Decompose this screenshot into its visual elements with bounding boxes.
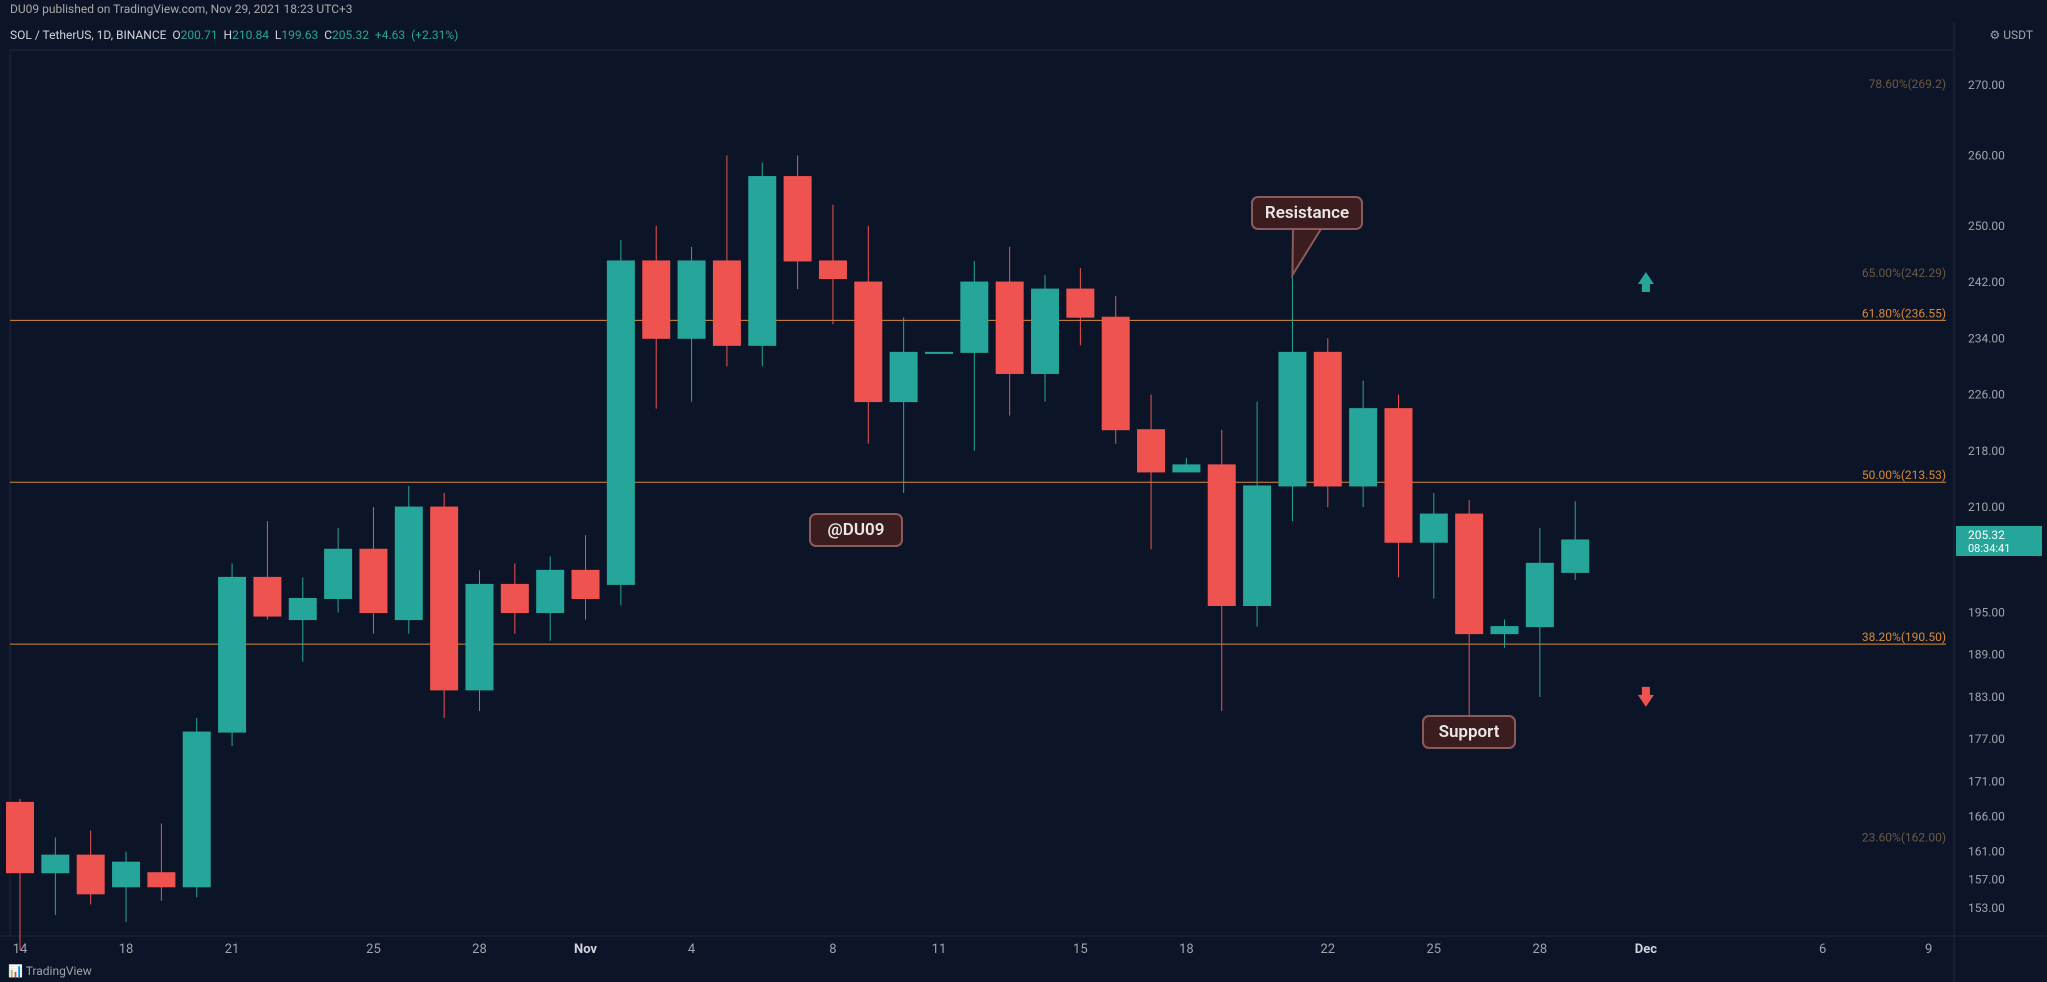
svg-text:61.80%(236.55): 61.80%(236.55) — [1862, 306, 1946, 320]
svg-text:157.00: 157.00 — [1968, 873, 2005, 887]
svg-text:23.60%(162.00): 23.60%(162.00) — [1862, 831, 1946, 845]
unit-label: USDT — [2003, 28, 2033, 42]
svg-text:260.00: 260.00 — [1968, 148, 2005, 162]
svg-text:250.00: 250.00 — [1968, 219, 2005, 233]
tradingview-logo-icon: 📊 — [8, 964, 23, 978]
svg-text:08:34:41: 08:34:41 — [1968, 542, 2010, 555]
svg-text:21: 21 — [225, 942, 240, 957]
svg-text:166.00: 166.00 — [1968, 809, 2005, 823]
svg-text:205.32: 205.32 — [1968, 528, 2005, 542]
svg-text:270.00: 270.00 — [1968, 78, 2005, 92]
svg-text:25: 25 — [1427, 942, 1442, 957]
chart-area[interactable]: 78.60%(269.2) 65.00%(242.29) 61.80%(236.55… — [0, 22, 2047, 982]
svg-text:14: 14 — [13, 942, 28, 957]
svg-text:161.00: 161.00 — [1968, 845, 2005, 859]
svg-text:22: 22 — [1320, 942, 1335, 957]
ohlc-change-pct: (+2.31%) — [411, 28, 458, 42]
svg-text:Support: Support — [1439, 722, 1500, 742]
svg-text:Nov: Nov — [574, 942, 597, 957]
svg-text:218.00: 218.00 — [1968, 444, 2005, 458]
svg-text:65.00%(242.29): 65.00%(242.29) — [1862, 266, 1946, 280]
svg-text:11: 11 — [932, 942, 947, 957]
svg-text:28: 28 — [1533, 942, 1548, 957]
ohlc-open: 200.71 — [181, 28, 218, 42]
svg-text:38.20%(190.50): 38.20%(190.50) — [1862, 630, 1946, 644]
unit-selector[interactable]: ⚙ USDT — [1989, 28, 2033, 42]
svg-text:171.00: 171.00 — [1968, 774, 2005, 788]
svg-text:183.00: 183.00 — [1968, 690, 2005, 704]
symbol-info-bar: SOL / TetherUS, 1D, BINANCE O200.71 H210… — [10, 28, 458, 42]
ohlc-close: 205.32 — [332, 28, 369, 42]
svg-text:153.00: 153.00 — [1968, 901, 2005, 915]
svg-text:18: 18 — [1179, 942, 1194, 957]
svg-text:Resistance: Resistance — [1265, 203, 1349, 223]
svg-text:226.00: 226.00 — [1968, 388, 2005, 402]
svg-text:8: 8 — [829, 942, 836, 957]
svg-text:Dec: Dec — [1635, 942, 1657, 957]
svg-text:18: 18 — [119, 942, 134, 957]
svg-text:4: 4 — [688, 942, 696, 957]
callout[interactable]: Support — [1423, 716, 1515, 748]
svg-text:234.00: 234.00 — [1968, 331, 2005, 345]
callout[interactable]: @DU09 — [810, 514, 902, 546]
svg-text:189.00: 189.00 — [1968, 648, 2005, 662]
svg-text:15: 15 — [1073, 942, 1088, 957]
svg-text:78.60%(269.2): 78.60%(269.2) — [1869, 77, 1946, 91]
ohlc-change: +4.63 — [375, 28, 405, 42]
svg-text:50.00%(213.53): 50.00%(213.53) — [1862, 468, 1946, 482]
svg-text:6: 6 — [1819, 942, 1826, 957]
brand-footer: 📊 TradingView — [8, 964, 92, 978]
svg-text:25: 25 — [366, 942, 381, 957]
brand-label: TradingView — [26, 964, 92, 978]
svg-text:210.00: 210.00 — [1968, 500, 2005, 514]
svg-text:177.00: 177.00 — [1968, 732, 2005, 746]
svg-text:9: 9 — [1925, 942, 1932, 957]
ohlc-low: 199.63 — [281, 28, 318, 42]
symbol-name[interactable]: SOL / TetherUS, 1D, BINANCE — [10, 28, 166, 42]
svg-text:28: 28 — [472, 942, 487, 957]
gear-icon: ⚙ — [1989, 28, 2000, 42]
svg-text:195.00: 195.00 — [1968, 606, 2005, 620]
svg-text:@DU09: @DU09 — [828, 520, 885, 540]
ohlc-high: 210.84 — [232, 28, 269, 42]
svg-text:242.00: 242.00 — [1968, 275, 2005, 289]
